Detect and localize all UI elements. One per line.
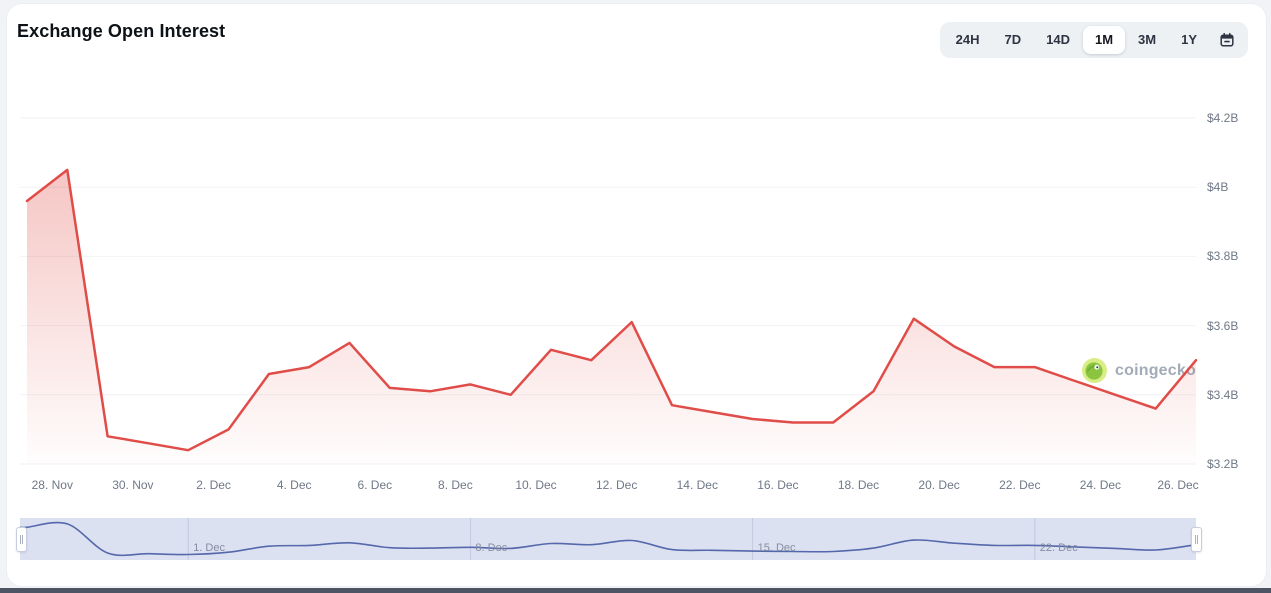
- x-axis-label: 2. Dec: [196, 478, 231, 492]
- open-interest-area-chart[interactable]: [0, 0, 1271, 510]
- x-axis-label: 4. Dec: [276, 478, 312, 492]
- y-axis-label: $4.2B: [1207, 111, 1239, 125]
- series-line: [25, 168, 1198, 452]
- y-axis-label: $3.2B: [1207, 457, 1239, 471]
- window-bottom-edge: [0, 588, 1271, 593]
- y-axis-label: $4B: [1207, 180, 1229, 195]
- calendar-button[interactable]: [1210, 26, 1244, 54]
- range-button-14d[interactable]: 14D: [1034, 26, 1082, 54]
- range-button-3m[interactable]: 3M: [1126, 26, 1168, 54]
- time-range-selector: 24H 7D 14D 1M 3M 1Y: [939, 22, 1248, 58]
- x-axis-label: 12. Dec: [596, 478, 638, 492]
- x-axis-label: 6. Dec: [357, 478, 393, 492]
- x-axis-label: 14. Dec: [676, 478, 718, 492]
- watermark-text: coingecko: [1115, 361, 1196, 379]
- x-axis-label: 18. Dec: [837, 478, 880, 492]
- x-axis-label: 22. Dec: [999, 478, 1041, 492]
- y-axis-label: $3.6B: [1207, 318, 1239, 333]
- range-button-1m[interactable]: 1M: [1082, 26, 1126, 54]
- range-button-7d[interactable]: 7D: [992, 26, 1033, 54]
- gecko-icon: [1081, 357, 1108, 384]
- x-axis-label: 20. Dec: [918, 478, 960, 492]
- area-fill: [27, 169, 1196, 464]
- calendar-icon: [1219, 32, 1235, 48]
- range-button-24h[interactable]: 24H: [944, 26, 992, 54]
- navigator-left-handle[interactable]: [16, 527, 27, 552]
- x-axis-label: 28. Nov: [31, 478, 73, 492]
- x-axis-label: 24. Dec: [1079, 478, 1122, 492]
- x-axis-label: 30. Nov: [112, 478, 154, 492]
- x-axis-label: 16. Dec: [757, 478, 799, 492]
- range-button-1y[interactable]: 1Y: [1169, 26, 1209, 54]
- x-axis-label: 10. Dec: [515, 478, 557, 492]
- x-axis-label: 8. Dec: [438, 478, 473, 492]
- navigator-range-slider[interactable]: [20, 518, 1196, 560]
- y-axis-label: $3.4B: [1207, 387, 1239, 402]
- page-title: Exchange Open Interest: [17, 21, 226, 41]
- navigator-right-handle[interactable]: [1191, 527, 1202, 552]
- y-axis-label: $3.8B: [1207, 249, 1239, 264]
- coingecko-watermark: coingecko: [1081, 357, 1196, 384]
- x-axis-label: 26. Dec: [1157, 478, 1199, 492]
